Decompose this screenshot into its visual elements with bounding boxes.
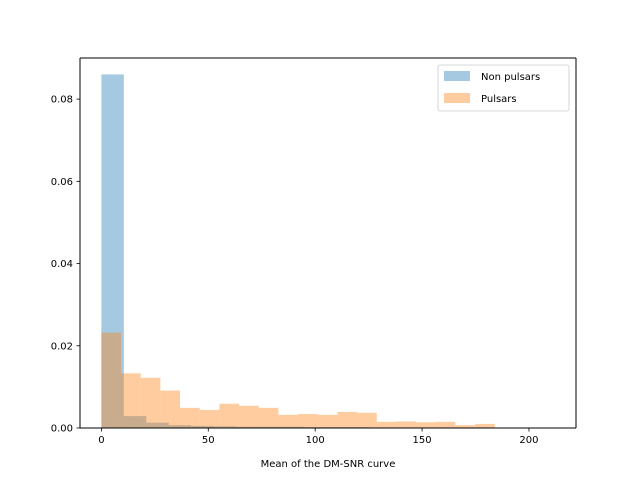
legend-label: Pulsars bbox=[481, 94, 517, 105]
histogram-bar bbox=[475, 423, 495, 428]
legend-box bbox=[437, 64, 570, 112]
histogram-bar bbox=[278, 414, 299, 428]
y-axis-ticks: 0.00 0.02 0.04 0.06 0.08 bbox=[51, 95, 80, 435]
histogram-bar bbox=[146, 422, 169, 428]
plot-bars bbox=[101, 74, 551, 428]
y-tick-label: 0.04 bbox=[51, 259, 73, 270]
histogram-bar bbox=[140, 377, 161, 428]
histogram-bar bbox=[317, 414, 338, 428]
histogram-bar bbox=[123, 416, 147, 428]
legend-swatch bbox=[444, 93, 470, 103]
histogram-bar bbox=[236, 426, 259, 428]
y-tick-label: 0.00 bbox=[51, 424, 73, 435]
histogram-bar bbox=[199, 409, 220, 428]
histogram-bar bbox=[191, 425, 214, 428]
histogram-bar bbox=[101, 332, 122, 428]
x-axis-ticks: 0 50 100 150 200 bbox=[98, 428, 539, 446]
histogram-bar bbox=[435, 421, 456, 428]
histogram-bar bbox=[168, 425, 192, 428]
x-tick-label: 0 bbox=[98, 435, 104, 446]
histogram-bar bbox=[213, 426, 237, 428]
legend: Non pulsars Pulsars bbox=[437, 64, 570, 112]
histogram-bar bbox=[121, 373, 141, 428]
legend-label: Non pulsars bbox=[481, 72, 540, 83]
histogram-bar bbox=[160, 390, 181, 428]
histogram-bar bbox=[180, 407, 200, 428]
histogram-bar bbox=[258, 426, 281, 428]
x-tick-label: 200 bbox=[519, 435, 538, 446]
histogram-bar bbox=[258, 407, 279, 428]
histogram-bar bbox=[376, 421, 397, 428]
axes bbox=[79, 57, 577, 429]
y-tick-label: 0.06 bbox=[51, 177, 73, 188]
histogram-bar bbox=[239, 405, 259, 428]
x-axis-label: Mean of the DM-SNR curve bbox=[261, 459, 396, 470]
histogram-bar bbox=[416, 422, 436, 428]
y-tick-label: 0.02 bbox=[51, 341, 73, 352]
histogram-bar bbox=[455, 425, 476, 428]
histogram-bar bbox=[303, 427, 326, 428]
histogram-bar bbox=[298, 414, 318, 428]
x-tick-label: 100 bbox=[306, 435, 325, 446]
histogram-bar bbox=[348, 427, 371, 428]
histogram-bar bbox=[280, 426, 304, 428]
y-tick-label: 0.08 bbox=[51, 95, 73, 106]
histogram-bar bbox=[396, 421, 417, 428]
legend-swatch bbox=[444, 71, 470, 81]
histogram-bar bbox=[325, 427, 349, 428]
series-pulsars bbox=[101, 332, 495, 428]
histogram-bar bbox=[101, 74, 124, 428]
histogram-bar bbox=[337, 411, 358, 428]
histogram-bar bbox=[357, 412, 377, 428]
x-tick-label: 150 bbox=[413, 435, 432, 446]
histogram-bar bbox=[219, 403, 240, 428]
x-tick-label: 50 bbox=[202, 435, 215, 446]
series-non-pulsars bbox=[101, 74, 551, 428]
